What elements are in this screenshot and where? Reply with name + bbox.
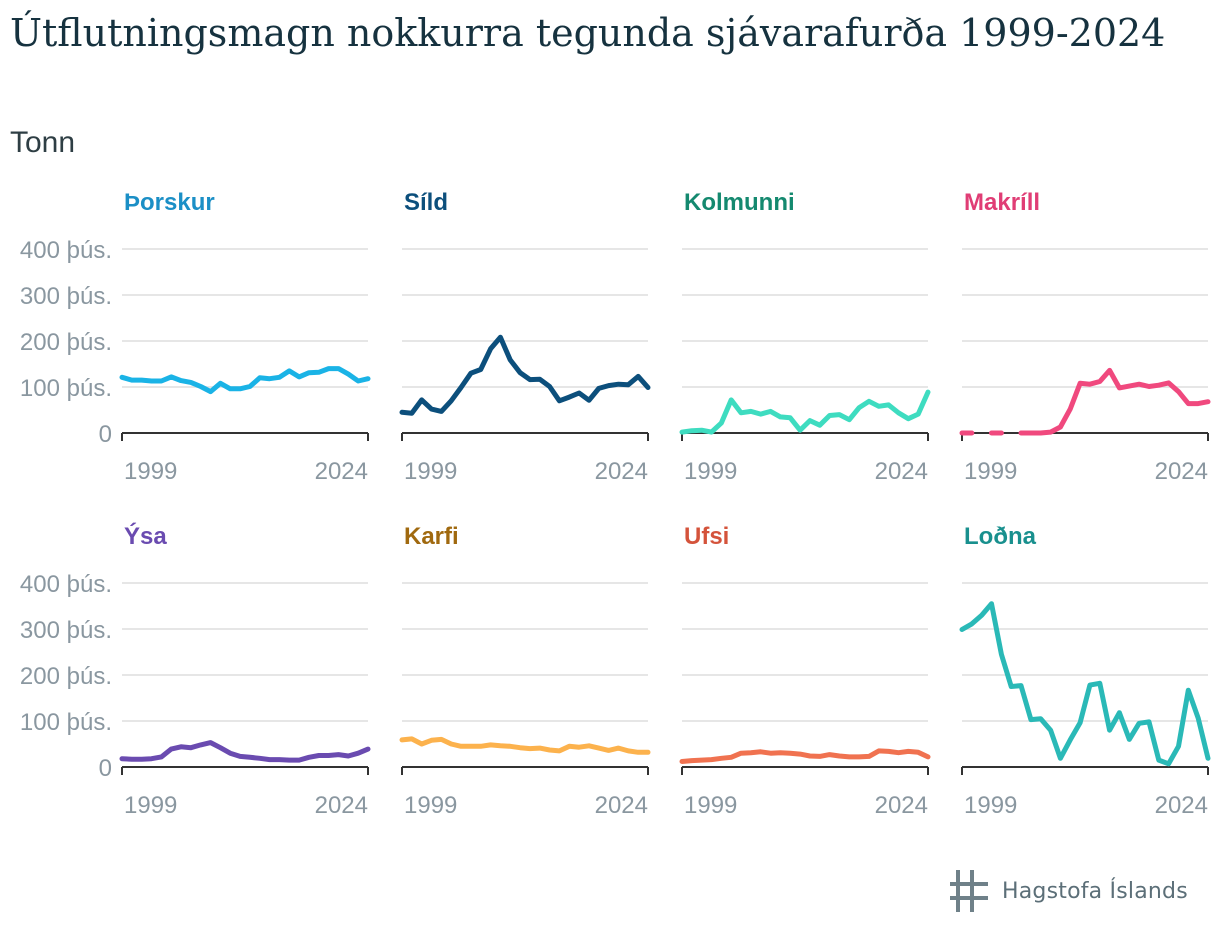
x-tick-label: 1999	[404, 792, 457, 819]
y-tick-label: 300 þús.	[20, 617, 112, 644]
panel-title-makrill: Makríll	[964, 189, 1040, 216]
chart-subtitle: Tonn	[10, 126, 76, 159]
x-tick-label: 2024	[595, 792, 648, 819]
y-tick-label: 300 þús.	[20, 283, 112, 310]
x-tick-label: 1999	[404, 458, 457, 485]
series-line-kolmunni	[679, 389, 931, 435]
x-tick-label: 2024	[315, 458, 368, 485]
x-tick-label: 1999	[684, 792, 737, 819]
y-tick-label: 200 þús.	[20, 663, 112, 690]
y-tick-label: 100 þús.	[20, 375, 112, 402]
panel-title-lodna: Loðna	[964, 523, 1037, 550]
panel-title-ufsi: Ufsi	[684, 523, 729, 550]
chart-title: Útflutningsmagn nokkurra tegunda sjávara…	[10, 11, 1166, 55]
panel-title-thorskur: Þorskur	[124, 189, 215, 216]
panel-title-sild: Síld	[404, 189, 448, 216]
series-line-ysa	[119, 740, 371, 763]
x-tick-label: 2024	[595, 458, 648, 485]
series-line-karfi	[399, 736, 651, 755]
y-tick-label: 400 þús.	[20, 571, 112, 598]
y-tick-label: 200 þús.	[20, 329, 112, 356]
y-tick-label: 100 þús.	[20, 709, 112, 736]
series-line-sild	[399, 334, 651, 416]
x-tick-label: 1999	[124, 792, 177, 819]
x-tick-label: 2024	[875, 792, 928, 819]
panel-title-ysa: Ýsa	[124, 522, 167, 550]
x-tick-label: 2024	[1155, 792, 1208, 819]
series-line-thorskur	[119, 366, 371, 395]
y-tick-label: 0	[99, 421, 112, 448]
y-tick-label: 0	[99, 755, 112, 782]
series-line-lodna	[959, 601, 1211, 767]
x-tick-label: 2024	[1155, 458, 1208, 485]
x-tick-label: 2024	[315, 792, 368, 819]
series-line-makrill	[1018, 367, 1211, 436]
y-tick-label: 400 þús.	[20, 237, 112, 264]
hagstofa-logo-icon	[950, 870, 988, 912]
panel-title-karfi: Karfi	[404, 523, 459, 550]
x-tick-label: 2024	[875, 458, 928, 485]
hagstofa-logo-text: Hagstofa Íslands	[1002, 878, 1188, 904]
x-tick-label: 1999	[124, 458, 177, 485]
series-line-ufsi	[679, 748, 931, 764]
x-tick-label: 1999	[964, 792, 1017, 819]
hagstofa-logo: Hagstofa Íslands	[950, 868, 1188, 914]
panel-title-kolmunni: Kolmunni	[684, 189, 795, 216]
x-tick-label: 1999	[964, 458, 1017, 485]
x-tick-label: 1999	[684, 458, 737, 485]
